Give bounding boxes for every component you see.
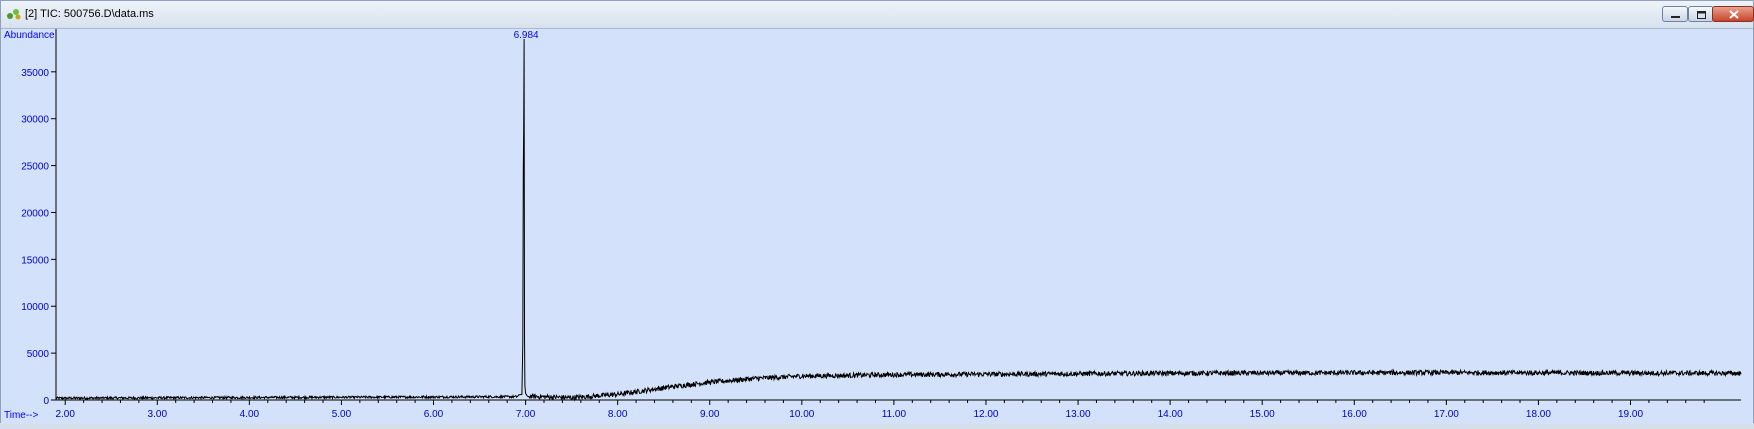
- y-tick-label: 20000: [21, 208, 49, 219]
- window-title: [2] TIC: 500756.D\data.ms: [25, 8, 154, 20]
- x-tick-label: 9.00: [700, 409, 720, 420]
- y-tick-label: 15000: [21, 255, 49, 266]
- restore-icon: [1697, 11, 1706, 19]
- x-tick-label: 17.00: [1434, 409, 1459, 420]
- x-tick-label: 7.00: [516, 409, 536, 420]
- x-tick-label: 16.00: [1342, 409, 1367, 420]
- x-tick-label: 8.00: [608, 409, 628, 420]
- x-axis-label: Time-->: [4, 410, 39, 421]
- close-button[interactable]: [1712, 6, 1754, 22]
- tic-trace-line: [55, 38, 1742, 402]
- y-tick-label: 30000: [21, 115, 49, 126]
- x-tick-label: 3.00: [148, 409, 168, 420]
- restore-button[interactable]: [1688, 6, 1714, 22]
- x-tick-label: 18.00: [1526, 409, 1551, 420]
- y-tick-label: 0: [43, 396, 49, 407]
- chart-area[interactable]: Abundance Time--> 0 5000 10000 15000 20000 25…: [1, 29, 1753, 424]
- x-tick-label: 15.00: [1250, 409, 1275, 420]
- x-tick-label: 4.00: [240, 409, 260, 420]
- minimize-icon: [1671, 16, 1680, 18]
- minimize-button[interactable]: [1662, 6, 1688, 22]
- x-tick-label: 13.00: [1066, 409, 1091, 420]
- x-tick-label: 6.00: [424, 409, 444, 420]
- y-axis-label: Abundance: [4, 30, 55, 41]
- x-tick-label: 5.00: [332, 409, 352, 420]
- x-tick-label: 10.00: [789, 409, 814, 420]
- y-tick-label: 25000: [21, 162, 49, 173]
- y-tick-label: 5000: [27, 349, 50, 360]
- x-tick-label: 12.00: [973, 409, 998, 420]
- chromatogram-app-icon: [7, 9, 21, 20]
- x-tick-label: 14.00: [1158, 409, 1183, 420]
- close-icon: [1729, 10, 1739, 19]
- tic-chromatogram: Abundance Time--> 0 5000 10000 15000 20000 25…: [1, 29, 1753, 424]
- x-tick-label: 2.00: [55, 409, 75, 420]
- y-tick-label: 35000: [21, 68, 49, 79]
- y-tick-label: 10000: [21, 302, 49, 313]
- x-tick-label: 11.00: [882, 409, 907, 420]
- x-tick-label: 19.00: [1618, 409, 1643, 420]
- peak-label: 6.984: [514, 30, 539, 41]
- title-bar[interactable]: [2] TIC: 500756.D\data.ms: [1, 1, 1754, 29]
